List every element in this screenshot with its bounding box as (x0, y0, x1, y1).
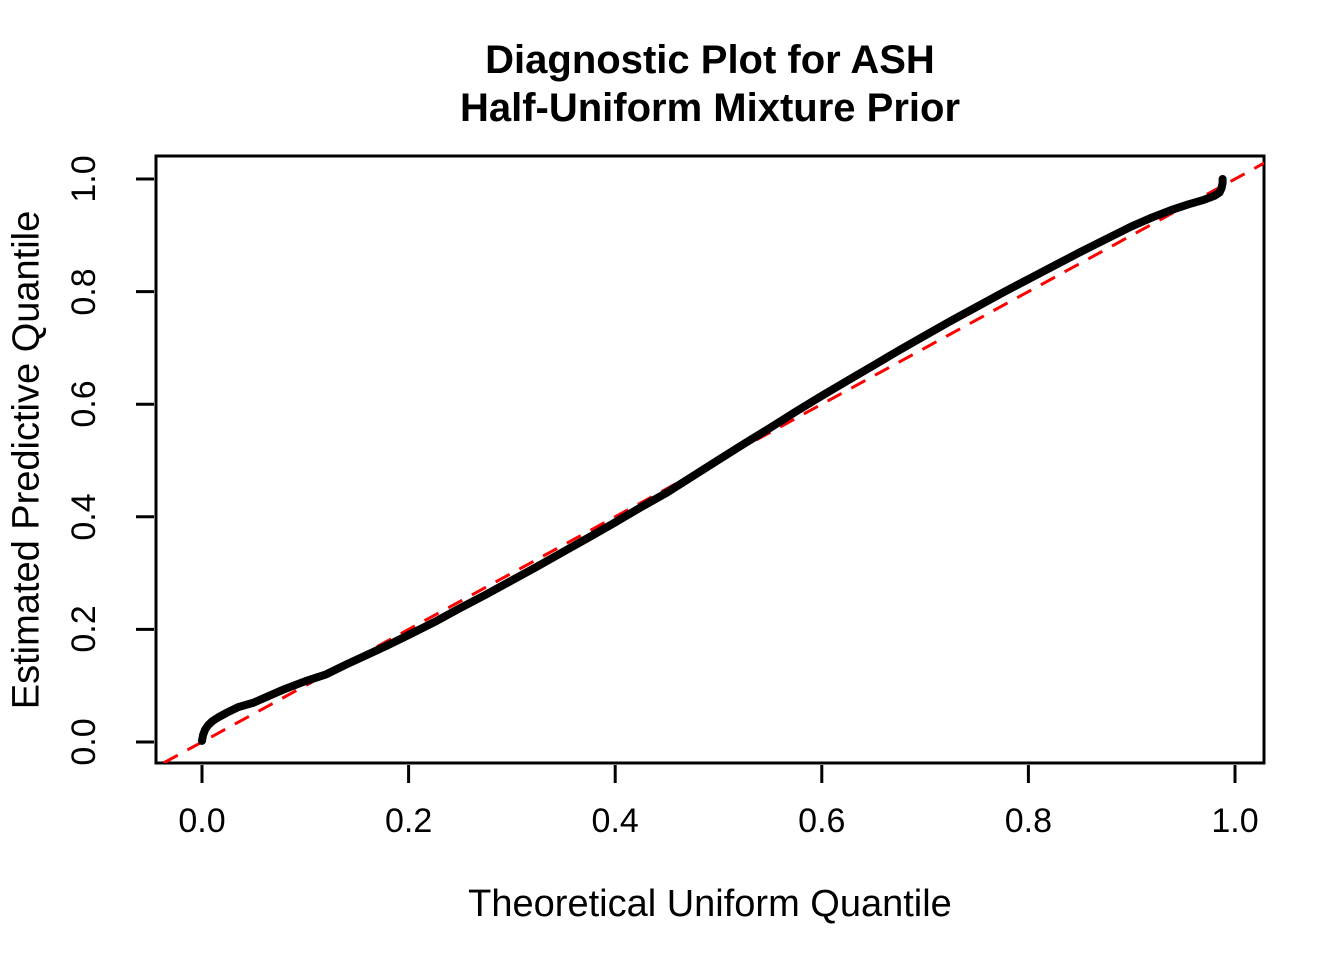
x-tick-label: 1.0 (1211, 802, 1259, 840)
y-tick-label: 0.4 (65, 493, 103, 541)
x-tick-label: 0.0 (178, 802, 226, 840)
y-tick-label: 1.0 (65, 155, 103, 203)
x-tick-label: 0.6 (798, 802, 846, 840)
qq-curve (198, 175, 1227, 745)
y-tick-label: 0.6 (65, 380, 103, 428)
x-tick-label: 0.2 (384, 802, 433, 840)
y-tick-label: 0.0 (65, 718, 103, 766)
plot-title: Diagnostic Plot for ASH Half-Uniform Mix… (156, 36, 1264, 132)
plot-title-line2: Half-Uniform Mixture Prior (459, 86, 961, 130)
x-tick-label: 0.8 (1004, 802, 1053, 840)
y-tick-label: 0.2 (65, 605, 103, 654)
x-axis-title: Theoretical Uniform Quantile (468, 883, 952, 925)
y-tick-label: 0.8 (65, 267, 103, 316)
plot-title-line1: Diagnostic Plot for ASH (485, 38, 935, 82)
x-tick-label: 0.4 (591, 802, 639, 840)
plot-box (154, 154, 1266, 765)
